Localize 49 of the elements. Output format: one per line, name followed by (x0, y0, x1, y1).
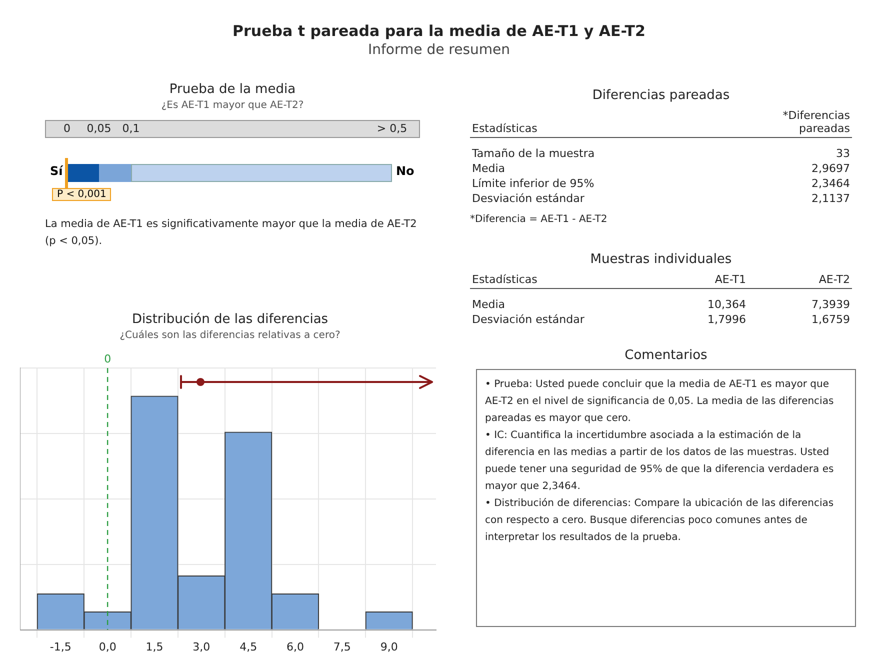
x-tick-label: 9,0 (380, 640, 398, 654)
text: Prueba t pareada para la media de AE-T1 y AE-T2 (232, 22, 646, 40)
text: 2,1137 (812, 192, 850, 205)
text: 2,3464 (812, 177, 850, 190)
text: La media de AE-T1 es significativamente mayor que la media de AE-T2 (p < 0,05). (45, 217, 418, 249)
category-label: Desviación estándar (472, 313, 584, 326)
text: No (396, 164, 414, 178)
text: Diferencias pareadas (591, 88, 731, 103)
category-label: Media (472, 298, 506, 311)
x-tick-label: 3,0 (192, 640, 210, 654)
text: Sí (50, 164, 63, 178)
text: Comentarios (624, 348, 708, 363)
category-label: 0,05 (86, 122, 112, 135)
category-label: > 0,5 (376, 122, 408, 135)
text: 1,6759 (812, 313, 850, 326)
text: • Prueba: Usted puede concluir que la media de AE-T1 es mayor que AE-T2 en el nivel de significancia de 0,05. La media de las diferencias pareadas es mayor que cero. (485, 378, 835, 426)
ref-line-label: 0 (104, 352, 112, 366)
chart-subtitle: ¿Cuáles son las diferencias relativas a cero? (118, 330, 342, 341)
text: 33 (836, 147, 850, 160)
text: Muestras individuales (589, 252, 733, 267)
category-label: Desviación estándar (472, 192, 584, 205)
text: 10,364 (708, 298, 746, 311)
category-label: Estadísticas (471, 121, 538, 137)
x-tick-label: 7,5 (333, 640, 351, 654)
text: Informe de resumen (366, 42, 511, 58)
category-label: Estadísticas (471, 272, 538, 288)
text: ¿Es AE-T1 mayor que AE-T2? (160, 100, 305, 111)
x-tick-label: 6,0 (286, 640, 304, 654)
category-label: *Diferencias pareadas (782, 108, 851, 137)
x-tick-label: -1,5 (50, 640, 72, 654)
category-label: 0,1 (122, 122, 140, 135)
chart-title: Distribución de las diferencias (130, 312, 330, 327)
category-label: 0 (64, 122, 70, 135)
category-label: AE-T2 (818, 272, 851, 288)
category-label: Media (472, 162, 506, 175)
category-label: AE-T1 (714, 272, 747, 288)
category-label: Límite inferior de 95% (472, 177, 594, 190)
text: 2,9697 (812, 162, 850, 175)
x-tick-label: 0,0 (98, 640, 116, 654)
x-tick-label: 1,5 (146, 640, 164, 654)
text: P < 0,001 (52, 188, 112, 201)
text: • IC: Cuantifica la incertidumbre asociada a la estimación de la diferencia en las medias a partir de los datos de las muestras. Usted puede tener una seguridad de 95% de que la diferencia verdadera es mayor que 2,3464. (485, 429, 835, 494)
text: 1,7996 (708, 313, 746, 326)
text: • Distribución de diferencias: Compare la ubicación de las diferencias con respecto a cero. Busque diferencias poco comunes antes de interpretar los resultados de la prueba. (485, 497, 835, 545)
category-label: Tamaño de la muestra (472, 147, 595, 160)
text: Prueba de la media (168, 82, 297, 97)
text: 7,3939 (812, 298, 850, 311)
x-tick-label: 4,5 (240, 640, 258, 654)
text: *Diferencia = AE-T1 - AE-T2 (470, 214, 608, 225)
